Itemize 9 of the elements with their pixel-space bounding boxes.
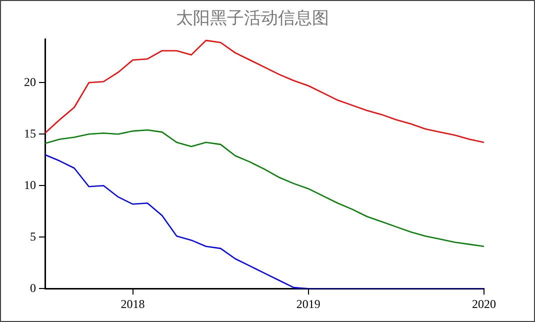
y-tick-label: 20 [24, 74, 36, 89]
x-tick-label: 2019 [296, 296, 320, 311]
x-tick-label: 2018 [120, 296, 145, 311]
x-tick-label: 2020 [472, 296, 496, 311]
y-tick-label: 15 [24, 126, 36, 140]
y-tick-label: 10 [24, 178, 36, 192]
chart-title: 太阳黑子活动信息图 [176, 8, 329, 29]
y-tick-label: 5 [30, 229, 36, 244]
y-tick-label: 0 [30, 280, 36, 295]
